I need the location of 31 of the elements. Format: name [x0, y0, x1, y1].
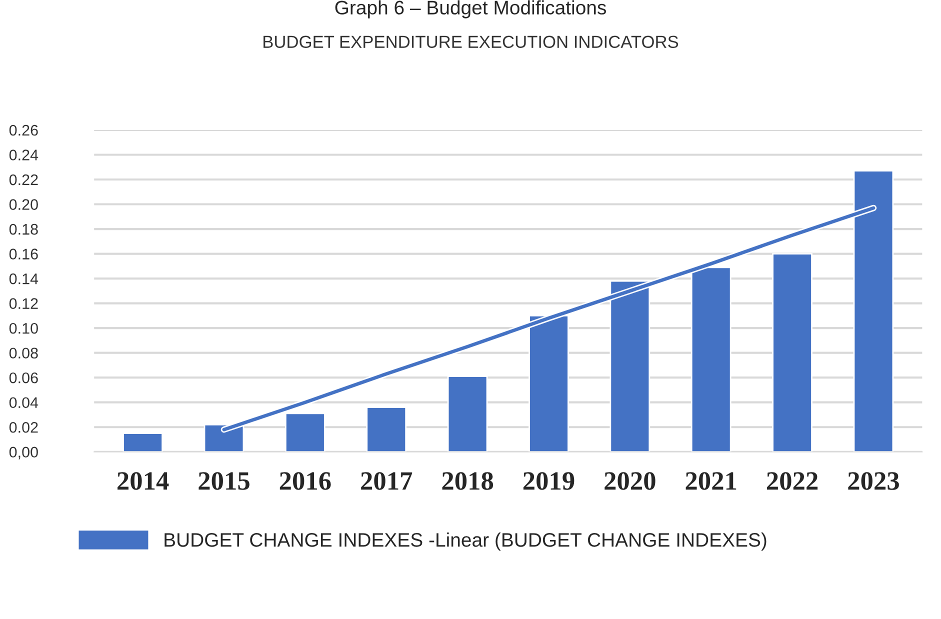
y-tick-label: 0.26	[9, 124, 38, 136]
bar	[366, 406, 407, 452]
x-tick-label: 2021	[686, 472, 736, 490]
y-tick-label: 0,00	[9, 446, 38, 460]
x-tick-label: 2016	[280, 472, 331, 490]
y-tick-label: 0.12	[9, 298, 38, 309]
x-tick-label: 2017	[361, 472, 412, 490]
chart-subtitle: BUDGET EXPENDITURE EXECUTION INDICATORS	[264, 36, 678, 48]
y-tick-label: 0.10	[9, 322, 38, 334]
y-tick-label: 0.06	[9, 372, 38, 384]
legend-label: BUDGET CHANGE INDEXES -Linear (BUDGET CHANGE INDEXES)	[164, 532, 766, 551]
chart-title: Graph 6 – Budget Modifications	[335, 0, 606, 18]
x-tick-label: 2022	[767, 472, 818, 490]
y-tick-label: 0.02	[9, 422, 38, 433]
x-tick-label: 2015	[198, 472, 250, 490]
x-tick-label: 2014	[118, 472, 169, 490]
x-tick-label: 2023	[848, 472, 899, 490]
x-tick-label: 2019	[523, 472, 574, 490]
y-tick-label: 0.08	[9, 348, 38, 359]
y-tick-label: 0.04	[9, 397, 38, 408]
y-tick-label: 0.18	[9, 224, 38, 235]
bar	[122, 432, 163, 452]
y-tick-label: 0.20	[9, 199, 38, 210]
y-tick-label: 0.14	[9, 273, 38, 284]
x-tick-label: 2018	[442, 472, 494, 490]
bar	[447, 376, 488, 452]
y-tick-label: 0.22	[9, 174, 38, 186]
y-tick-label: 0.24	[9, 150, 38, 160]
bar	[772, 253, 812, 452]
y-tick-label: 0.16	[9, 248, 38, 260]
x-tick-label: 2020	[604, 472, 656, 490]
